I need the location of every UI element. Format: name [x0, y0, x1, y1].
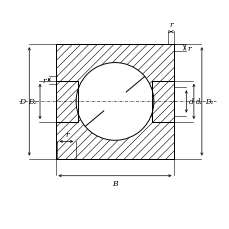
Text: D₁: D₁ [204, 98, 212, 106]
Text: D₂: D₂ [28, 98, 37, 106]
Circle shape [76, 63, 153, 141]
Bar [151, 82, 174, 123]
Bar [55, 82, 78, 123]
Bar [55, 45, 174, 159]
Bar [151, 82, 174, 123]
Text: d₁: d₁ [195, 98, 202, 106]
Bar [55, 45, 174, 159]
Bar [55, 82, 78, 123]
Text: r: r [169, 21, 172, 29]
Bar [55, 82, 78, 123]
Text: r: r [187, 44, 190, 52]
Bar [151, 82, 174, 123]
Circle shape [100, 88, 129, 116]
Text: D: D [19, 98, 25, 106]
Text: r: r [65, 131, 69, 138]
Text: d: d [188, 98, 193, 106]
Text: r: r [43, 76, 46, 84]
Bar [55, 45, 174, 159]
Circle shape [76, 63, 153, 141]
Text: B: B [112, 179, 117, 187]
